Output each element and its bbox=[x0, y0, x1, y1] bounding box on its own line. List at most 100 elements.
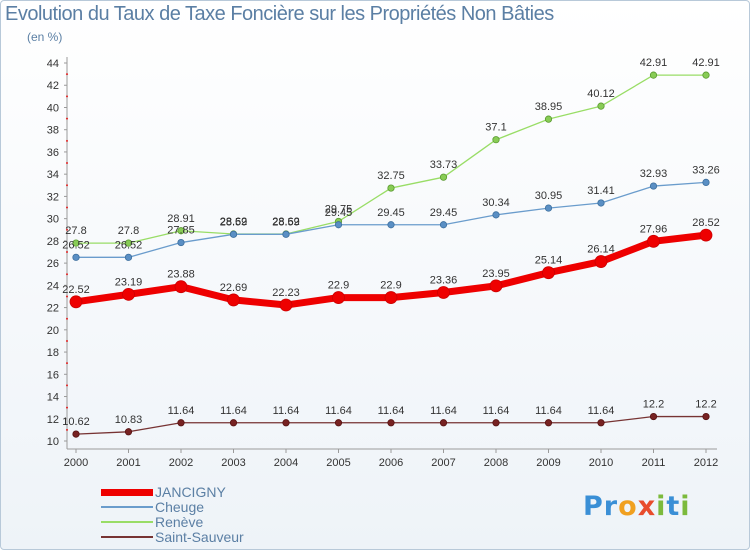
data-label-ren-ve: 32.75 bbox=[377, 170, 405, 182]
data-point-saint-sauveur bbox=[439, 419, 448, 427]
data-point-cheuge bbox=[702, 178, 710, 187]
legend-swatch bbox=[101, 521, 153, 523]
data-point-saint-sauveur bbox=[229, 419, 238, 427]
y-minor-dot bbox=[66, 228, 68, 231]
chart-title: Evolution du Taux de Taxe Foncière sur l… bbox=[5, 3, 554, 25]
data-point-saint-sauveur bbox=[124, 428, 133, 436]
x-tick-label: 2006 bbox=[379, 457, 403, 469]
data-label-ren-ve: 28.62 bbox=[220, 216, 248, 228]
data-label-saint-sauveur: 11.64 bbox=[535, 405, 562, 417]
y-minor-dot bbox=[66, 73, 68, 76]
y-minor-dot bbox=[66, 273, 68, 276]
data-label-ren-ve: 37.1 bbox=[485, 122, 506, 134]
legend-swatch bbox=[101, 536, 153, 538]
y-minor-dot bbox=[66, 295, 68, 298]
data-label-cheuge: 28.59 bbox=[220, 216, 248, 228]
x-tick-label: 2002 bbox=[169, 457, 193, 469]
data-label-ren-ve: 40.12 bbox=[587, 88, 615, 100]
legend-swatch bbox=[101, 506, 153, 508]
data-point-jancigny bbox=[384, 291, 398, 304]
y-minor-dot bbox=[66, 384, 68, 387]
legend-label: Cheuge bbox=[155, 499, 205, 515]
data-label-saint-sauveur: 10.62 bbox=[62, 416, 90, 428]
y-tick-label: 32 bbox=[47, 191, 59, 203]
data-point-ren-ve bbox=[492, 136, 500, 144]
y-tick-label: 44 bbox=[47, 58, 59, 70]
data-point-jancigny bbox=[647, 234, 660, 248]
logo-letter: x bbox=[637, 491, 657, 522]
data-point-saint-sauveur bbox=[334, 419, 343, 427]
data-label-jancigny: 27.96 bbox=[640, 223, 668, 235]
data-label-saint-sauveur: 11.64 bbox=[588, 405, 615, 417]
data-point-jancigny bbox=[332, 291, 345, 304]
data-point-saint-sauveur bbox=[597, 419, 605, 427]
logo-letter: P bbox=[583, 491, 604, 522]
data-label-ren-ve: 29.75 bbox=[325, 203, 353, 215]
data-point-ren-ve bbox=[439, 173, 448, 181]
data-label-jancigny: 28.52 bbox=[692, 217, 720, 229]
data-point-saint-sauveur bbox=[387, 419, 395, 427]
x-tick-label: 2008 bbox=[484, 457, 508, 469]
data-point-cheuge bbox=[334, 221, 343, 229]
proxiti-logo: Proxiti bbox=[583, 491, 691, 522]
data-label-cheuge: 31.41 bbox=[587, 185, 615, 197]
data-label-cheuge: 30.34 bbox=[482, 197, 510, 209]
data-label-saint-sauveur: 11.64 bbox=[430, 405, 457, 417]
data-point-saint-sauveur bbox=[492, 419, 500, 427]
x-tick-label: 2003 bbox=[221, 457, 245, 469]
data-label-jancigny: 25.14 bbox=[535, 255, 563, 267]
data-point-jancigny bbox=[489, 279, 503, 293]
data-label-jancigny: 23.88 bbox=[167, 269, 195, 281]
y-tick-label: 40 bbox=[47, 102, 59, 114]
y-tick-label: 10 bbox=[47, 436, 59, 448]
data-point-jancigny bbox=[174, 280, 188, 294]
data-point-saint-sauveur bbox=[177, 419, 185, 427]
data-point-jancigny bbox=[437, 286, 450, 299]
data-point-cheuge bbox=[492, 211, 500, 219]
data-label-ren-ve: 27.8 bbox=[65, 225, 86, 237]
y-minor-dot bbox=[66, 339, 68, 342]
data-label-ren-ve: 28.91 bbox=[167, 213, 195, 225]
x-tick-label: 2000 bbox=[64, 457, 88, 469]
data-label-cheuge: 27.85 bbox=[167, 225, 195, 237]
data-point-jancigny bbox=[69, 295, 83, 309]
y-minor-dot bbox=[66, 162, 68, 165]
data-label-saint-sauveur: 10.83 bbox=[115, 414, 143, 426]
data-point-cheuge bbox=[229, 230, 238, 238]
data-point-jancigny bbox=[122, 287, 135, 301]
data-point-cheuge bbox=[387, 221, 395, 229]
x-tick-label: 2004 bbox=[274, 457, 298, 469]
x-tick-label: 2001 bbox=[116, 457, 140, 469]
y-tick-label: 36 bbox=[47, 147, 59, 159]
data-point-ren-ve bbox=[544, 115, 553, 123]
data-label-cheuge: 29.45 bbox=[325, 207, 353, 219]
data-point-jancigny bbox=[699, 228, 713, 242]
data-label-cheuge: 30.95 bbox=[535, 190, 563, 202]
data-label-jancigny: 23.95 bbox=[482, 268, 510, 280]
data-label-cheuge: 32.93 bbox=[640, 168, 668, 180]
data-label-jancigny: 22.9 bbox=[328, 280, 349, 292]
chart-unit-label: (en %) bbox=[27, 30, 63, 44]
y-tick-label: 28 bbox=[47, 236, 59, 248]
data-label-saint-sauveur: 11.64 bbox=[220, 405, 247, 417]
data-label-cheuge: 26.52 bbox=[115, 239, 143, 251]
data-label-ren-ve: 27.8 bbox=[118, 225, 139, 237]
data-label-cheuge: 33.26 bbox=[692, 164, 720, 176]
data-point-ren-ve bbox=[702, 71, 710, 79]
y-tick-label: 30 bbox=[47, 214, 59, 226]
x-tick-label: 2011 bbox=[642, 457, 666, 469]
y-minor-dot bbox=[66, 184, 68, 187]
data-point-saint-sauveur bbox=[72, 430, 80, 438]
data-label-ren-ve: 28.62 bbox=[272, 216, 300, 228]
data-point-jancigny bbox=[227, 293, 240, 307]
y-tick-label: 38 bbox=[47, 125, 59, 137]
data-label-cheuge: 26.52 bbox=[62, 239, 90, 251]
data-label-ren-ve: 42.91 bbox=[640, 57, 668, 69]
data-point-jancigny bbox=[594, 255, 608, 268]
data-label-ren-ve: 38.95 bbox=[535, 101, 563, 113]
data-point-jancigny bbox=[542, 266, 555, 280]
data-point-cheuge bbox=[72, 253, 80, 261]
data-point-ren-ve bbox=[387, 184, 395, 192]
